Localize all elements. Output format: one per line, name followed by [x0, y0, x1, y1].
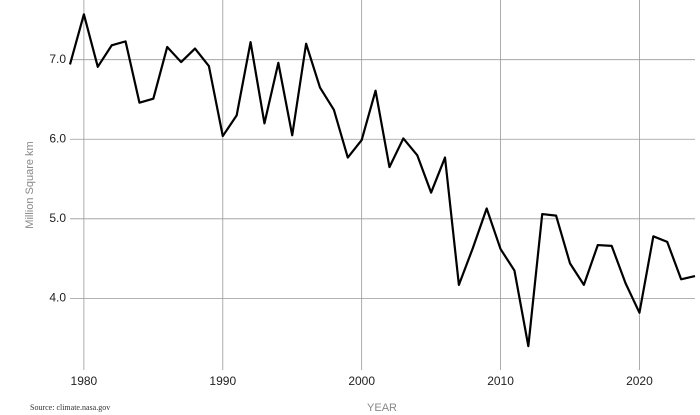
source-note: Source: climate.nasa.gov: [30, 403, 110, 412]
x-tick-label: 1980: [71, 374, 98, 388]
y-tick-label: 4.0: [49, 291, 66, 305]
y-tick-label: 6.0: [49, 131, 66, 145]
data-line: [68, 13, 696, 348]
x-tick-label: 2010: [487, 374, 514, 388]
y-tick-label: 5.0: [49, 211, 66, 225]
x-tick-label: 1990: [209, 374, 236, 388]
x-tick-label: 2000: [348, 374, 375, 388]
x-axis-title: YEAR: [367, 402, 397, 414]
y-axis-title: Million Square km: [24, 141, 36, 228]
x-tick-label: 2020: [626, 374, 653, 388]
y-tick-label: 7.0: [49, 52, 66, 66]
